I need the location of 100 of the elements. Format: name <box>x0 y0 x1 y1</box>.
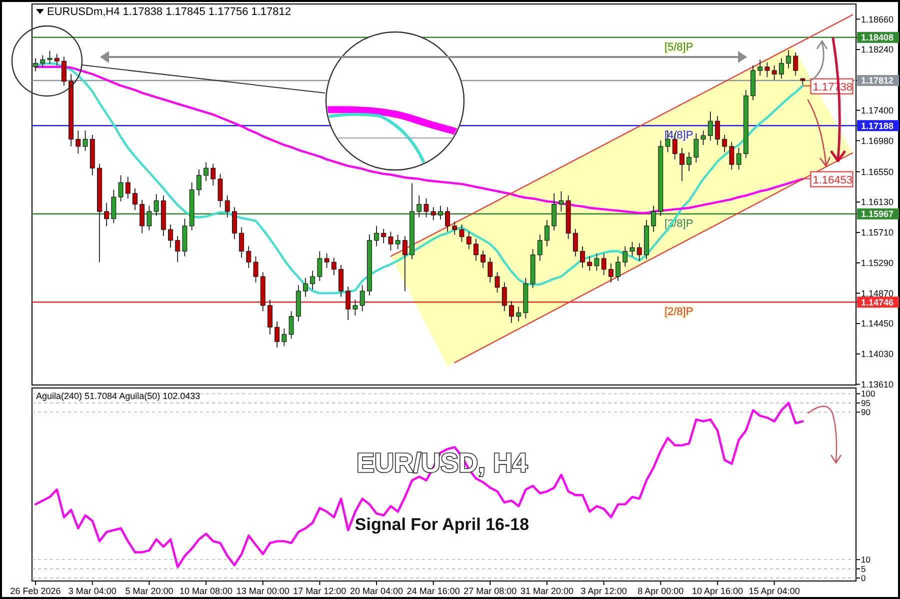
candlestick <box>118 174 124 202</box>
candlestick <box>82 130 88 152</box>
candlestick <box>210 163 216 186</box>
candlestick <box>416 195 422 218</box>
line-series <box>34 402 804 568</box>
candlestick <box>722 134 728 153</box>
candlestick <box>346 286 351 320</box>
candlestick <box>636 242 642 262</box>
candlestick <box>253 256 258 283</box>
candlestick <box>488 257 493 283</box>
y-tick-label: 1.14870 <box>861 288 894 298</box>
candlestick <box>509 300 514 324</box>
candlestick <box>154 194 159 216</box>
y-tick-label: 100 <box>861 388 876 399</box>
candlestick <box>630 241 635 257</box>
candlestick <box>62 56 66 86</box>
candlestick <box>175 236 180 262</box>
annotation: 1.16453 <box>812 174 852 187</box>
candlestick <box>239 226 244 258</box>
candlestick <box>764 62 770 78</box>
candlestick <box>572 228 578 257</box>
candlestick <box>402 236 408 292</box>
candlestick <box>76 130 81 154</box>
candlestick <box>558 190 564 212</box>
candlestick <box>140 200 145 234</box>
candlestick <box>778 58 784 79</box>
x-tick-label: 15 Apr 04:00 <box>748 586 800 596</box>
candlestick <box>324 253 330 268</box>
candlestick <box>424 198 429 218</box>
y-tick-label: 1.17400 <box>861 105 894 116</box>
y-tick-label: 1.18240 <box>861 44 894 55</box>
candlestick <box>54 53 60 66</box>
y-tick-label: 1.16130 <box>861 197 894 208</box>
candlestick <box>218 173 223 208</box>
candlestick <box>40 54 46 68</box>
y-tick-label: 1.16550 <box>861 166 894 177</box>
x-tick-label: 8 Apr 00:00 <box>638 586 684 596</box>
candlestick <box>47 50 52 64</box>
candlestick <box>104 202 110 226</box>
candlestick <box>310 270 316 290</box>
candlestick <box>758 59 763 76</box>
candlestick <box>786 50 791 69</box>
x-tick-label: 3 Mar 04:00 <box>68 586 116 596</box>
y-tick-label: 95 <box>861 398 871 408</box>
x-tick-label: 20 Mar 04:00 <box>350 586 404 596</box>
x-tick-label: 10 Apr 16:00 <box>692 586 744 596</box>
candlestick <box>224 195 230 218</box>
candlestick <box>125 176 130 199</box>
candlestick <box>708 111 713 142</box>
x-tick-label: 13 Mar 00:00 <box>236 586 290 596</box>
candlestick <box>452 221 458 236</box>
chart-title: EURUSDm,H4 1.17838 1.17845 1.17756 1.17812 <box>47 6 292 18</box>
candlestick <box>466 231 472 250</box>
candlestick <box>445 206 450 232</box>
x-tick-label: 31 Mar 20:00 <box>520 586 574 596</box>
candlestick <box>601 253 606 276</box>
candlestick <box>374 226 379 247</box>
y-tick-label: 1.15290 <box>861 258 894 268</box>
candlestick <box>395 234 400 250</box>
y-tick-label: 90 <box>861 407 871 418</box>
candlestick <box>516 306 522 322</box>
y-tick-label: 1.18660 <box>861 14 894 24</box>
y-tick-label: 0 <box>861 573 866 584</box>
ref-line-label: [5/8]P <box>664 41 694 54</box>
candlestick <box>288 310 294 340</box>
candlestick <box>381 228 386 244</box>
candlestick <box>608 263 614 283</box>
x-tick-label: 5 Mar 20:00 <box>125 586 174 596</box>
ref-line-label: [2/8]P <box>664 306 694 318</box>
y-tick-label: 10 <box>861 554 871 565</box>
candlestick <box>303 278 308 298</box>
candlestick <box>430 206 436 221</box>
candlestick <box>622 246 628 267</box>
candlestick <box>793 52 798 76</box>
candlestick <box>459 224 464 242</box>
candlestick <box>111 189 116 224</box>
candlestick <box>544 220 550 247</box>
candlestick <box>282 328 287 346</box>
y-tick-label: 1.15710 <box>861 228 894 238</box>
candlestick <box>700 130 706 146</box>
x-tick-label: 10 Mar 08:00 <box>180 586 233 596</box>
candlestick <box>736 147 742 170</box>
candlestick <box>772 65 777 80</box>
annotation: Signal For April 16-18 <box>354 515 530 534</box>
candlestick <box>651 205 656 232</box>
candlestick <box>338 264 344 298</box>
candlestick <box>594 253 600 272</box>
candlestick <box>552 193 557 231</box>
candlestick <box>474 238 478 262</box>
x-tick-label: 17 Mar 12:00 <box>293 586 346 596</box>
candlestick <box>196 169 202 196</box>
candlestick <box>480 250 486 268</box>
candlestick <box>331 257 336 276</box>
candlestick <box>580 246 585 268</box>
x-tick-label: 3 Apr 12:00 <box>580 586 627 596</box>
candlestick <box>246 246 252 268</box>
candlestick <box>204 162 208 182</box>
candlestick <box>232 206 237 240</box>
y-tick-label: 1.16980 <box>861 136 894 146</box>
candlestick <box>729 142 734 170</box>
